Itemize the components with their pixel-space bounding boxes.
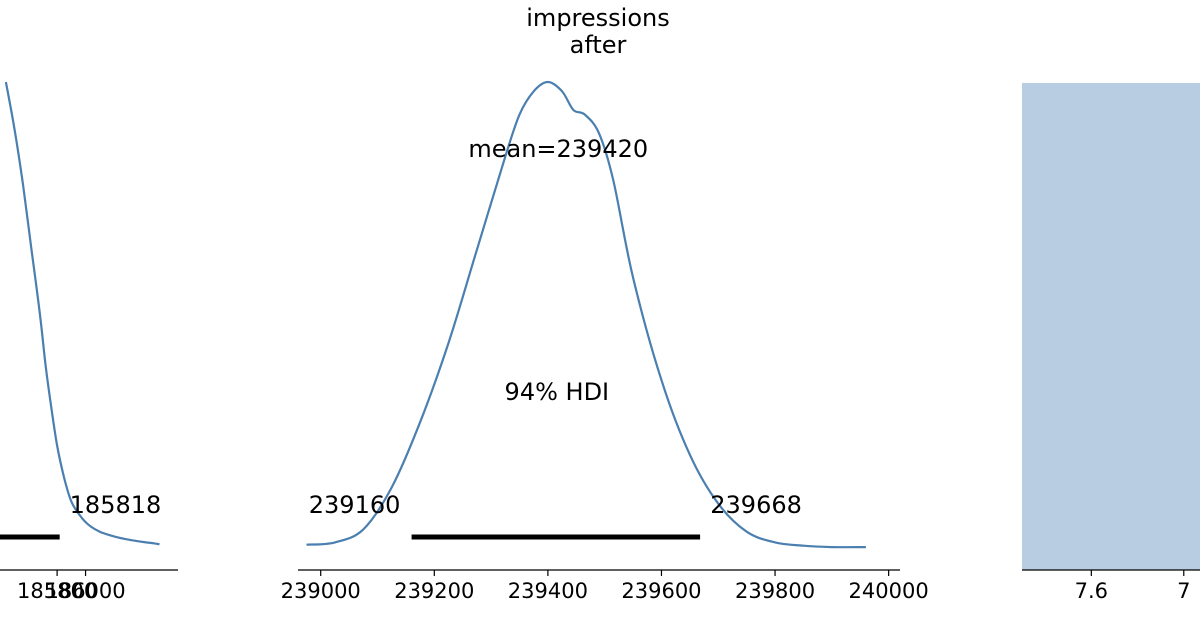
x-tick-label: 239800 bbox=[735, 579, 815, 603]
x-tick-label: 239000 bbox=[281, 579, 361, 603]
hdi-lower-label: 239160 bbox=[309, 491, 401, 519]
x-tick-label: 7 bbox=[1177, 579, 1190, 603]
panel-center: impressions after mean=239420 94% HDI 23… bbox=[281, 4, 929, 603]
x-tick-label: 239200 bbox=[394, 579, 474, 603]
panel-title-line-2: after bbox=[570, 31, 627, 59]
x-ticks-right: 7.6 7 bbox=[1075, 570, 1190, 603]
hdi-upper-label: 239668 bbox=[710, 491, 802, 519]
density-curve-left bbox=[4, 81, 160, 546]
x-tick-label: 239400 bbox=[508, 579, 588, 603]
x-ticks-center: 239000 239200 239400 239600 239800 240000 bbox=[281, 570, 929, 603]
panel-right: 7.6 7 bbox=[1022, 83, 1200, 603]
density-curve-center bbox=[306, 80, 866, 549]
hdi-upper-label-left: 185818 bbox=[70, 491, 162, 519]
filled-area-right bbox=[1022, 83, 1200, 570]
panel-title-line-1: impressions bbox=[526, 4, 669, 32]
hdi-label: 94% HDI bbox=[505, 378, 610, 406]
x-tick-label: 7.6 bbox=[1075, 579, 1108, 603]
x-tick-label: 186000 bbox=[45, 579, 125, 603]
x-tick-label: 239600 bbox=[621, 579, 701, 603]
x-tick-label: 185800 bbox=[17, 579, 97, 603]
x-tick-label: 240000 bbox=[849, 579, 929, 603]
mean-label: mean=239420 bbox=[468, 135, 648, 163]
